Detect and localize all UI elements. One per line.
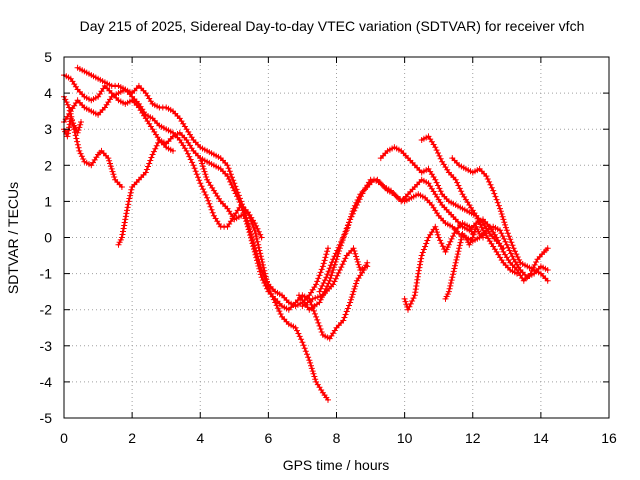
series-markers <box>299 245 371 310</box>
x-tick-label: 8 <box>333 430 341 446</box>
y-tick-label: -4 <box>40 374 53 390</box>
series-sat-h <box>377 144 507 252</box>
y-tick-label: 0 <box>44 230 52 246</box>
x-tick-label: 6 <box>264 430 272 446</box>
series-sat-l <box>442 223 486 302</box>
x-tick-label: 12 <box>465 430 481 446</box>
series-markers <box>442 223 486 302</box>
y-tick-label: 2 <box>44 157 52 173</box>
series-sat-o <box>299 245 371 310</box>
y-tick-label: -1 <box>40 266 53 282</box>
series-line <box>76 66 330 308</box>
y-tick-label: 4 <box>44 85 52 101</box>
series-sat-e <box>115 129 371 342</box>
series-sat-g <box>316 176 551 295</box>
x-tick-label: 0 <box>60 430 68 446</box>
series-sat-m <box>61 115 84 140</box>
series-sat-n <box>197 155 265 241</box>
x-axis-label: GPS time / hours <box>283 457 390 473</box>
series-sat-j <box>449 155 551 284</box>
x-tick-label: 14 <box>533 430 549 446</box>
x-tick-label: 16 <box>601 430 617 446</box>
y-axis-label: SDTVAR / TECUs <box>5 182 21 294</box>
series-markers <box>401 220 476 313</box>
y-tick-label: 3 <box>44 121 52 137</box>
x-tick-label: 10 <box>397 430 413 446</box>
y-tick-label: -2 <box>40 302 53 318</box>
series-sat-k <box>401 220 476 313</box>
series-markers <box>115 129 371 342</box>
series-markers <box>418 133 520 277</box>
y-tick-label: 5 <box>44 49 52 65</box>
x-tick-label: 4 <box>196 430 204 446</box>
series-sat-c <box>61 86 331 403</box>
y-tick-label: -3 <box>40 338 53 354</box>
chart-title: Day 215 of 2025, Sidereal Day-to-day VTE… <box>80 18 585 34</box>
series-sat-i <box>418 133 520 277</box>
series-markers <box>197 155 265 241</box>
series-markers <box>449 155 551 284</box>
y-tick-label: -5 <box>40 410 53 426</box>
series-group <box>61 64 551 403</box>
series-markers <box>316 176 551 295</box>
y-tick-label: 1 <box>44 193 52 209</box>
x-tick-label: 2 <box>128 430 136 446</box>
